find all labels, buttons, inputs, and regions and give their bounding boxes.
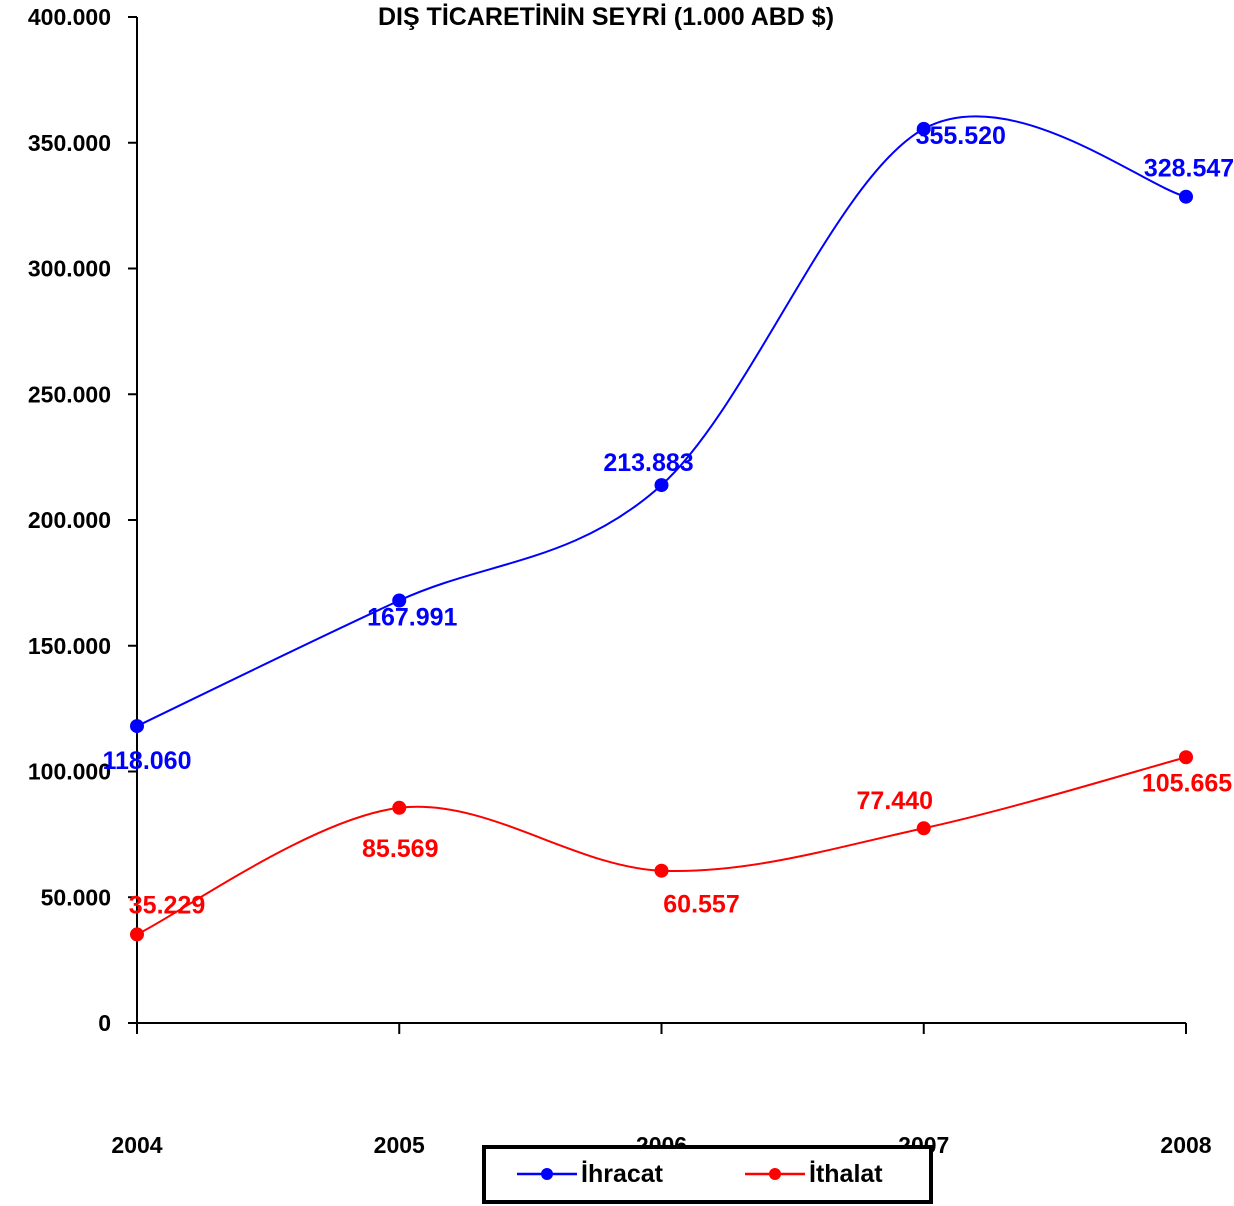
- series-line-i-hracat: [136, 115, 1187, 727]
- data-point-i-hracat: [916, 121, 931, 136]
- legend-marker-ithalat: [769, 1168, 781, 1180]
- data-label-i-thalat: 105.665: [1142, 769, 1232, 797]
- data-point-i-thalat: [654, 863, 669, 878]
- y-tick-label: 300.000: [28, 256, 111, 282]
- data-point-i-thalat: [1179, 750, 1193, 765]
- data-label-i-hracat: 328.547: [1144, 155, 1234, 183]
- series-line-i-thalat: [136, 756, 1187, 936]
- series-layer: 118.060 167.991 213.883 355.520 328.547 35.22…: [103, 115, 1234, 942]
- x-tick-label: 2005: [374, 1132, 425, 1158]
- data-point-i-thalat: [130, 927, 144, 942]
- legend-label-ihracat: İhracat: [581, 1160, 664, 1188]
- data-label-i-hracat: 355.520: [916, 122, 1006, 150]
- data-point-i-hracat: [654, 478, 669, 493]
- y-tick-label: 150.000: [28, 633, 111, 659]
- legend-label-ithalat: İthalat: [809, 1160, 883, 1188]
- data-point-i-hracat: [1179, 189, 1193, 204]
- y-axis-ticks: 0 50.000 100.000 150.000 200.000 250.000 300.0…: [28, 4, 137, 1036]
- y-tick-label: 50.000: [41, 884, 111, 910]
- x-axis-ticks: 20042005200620072008: [111, 1023, 1212, 1158]
- chart-title: DIŞ TİCARETİNİN SEYRİ (1.000 ABD $): [378, 3, 834, 31]
- data-label-i-thalat: 85.569: [362, 835, 438, 863]
- data-label-i-hracat: 118.060: [103, 747, 192, 775]
- data-label-i-hracat: 213.883: [603, 449, 693, 477]
- legend-box: [482, 1145, 933, 1204]
- x-tick-label: 2008: [1160, 1132, 1211, 1158]
- y-tick-label: 250.000: [28, 381, 111, 407]
- y-tick-label: 0: [98, 1010, 111, 1036]
- data-label-i-thalat: 60.557: [663, 891, 739, 919]
- y-tick-label: 350.000: [28, 130, 111, 156]
- data-point-i-thalat: [916, 821, 931, 836]
- y-tick-label: 400.000: [28, 4, 111, 30]
- legend-marker-ihracat: [541, 1168, 553, 1180]
- legend: İhracat İthalat: [482, 1145, 933, 1204]
- data-point-i-thalat: [392, 800, 407, 815]
- data-label-i-thalat: 77.440: [857, 787, 933, 815]
- data-point-i-hracat: [130, 719, 144, 734]
- data-point-i-hracat: [392, 593, 407, 608]
- y-tick-label: 100.000: [28, 759, 111, 785]
- x-tick-label: 2004: [111, 1132, 162, 1158]
- data-label-i-hracat: 167.991: [367, 604, 457, 632]
- y-tick-label: 200.000: [28, 507, 111, 533]
- data-label-i-thalat: 35.229: [129, 891, 205, 919]
